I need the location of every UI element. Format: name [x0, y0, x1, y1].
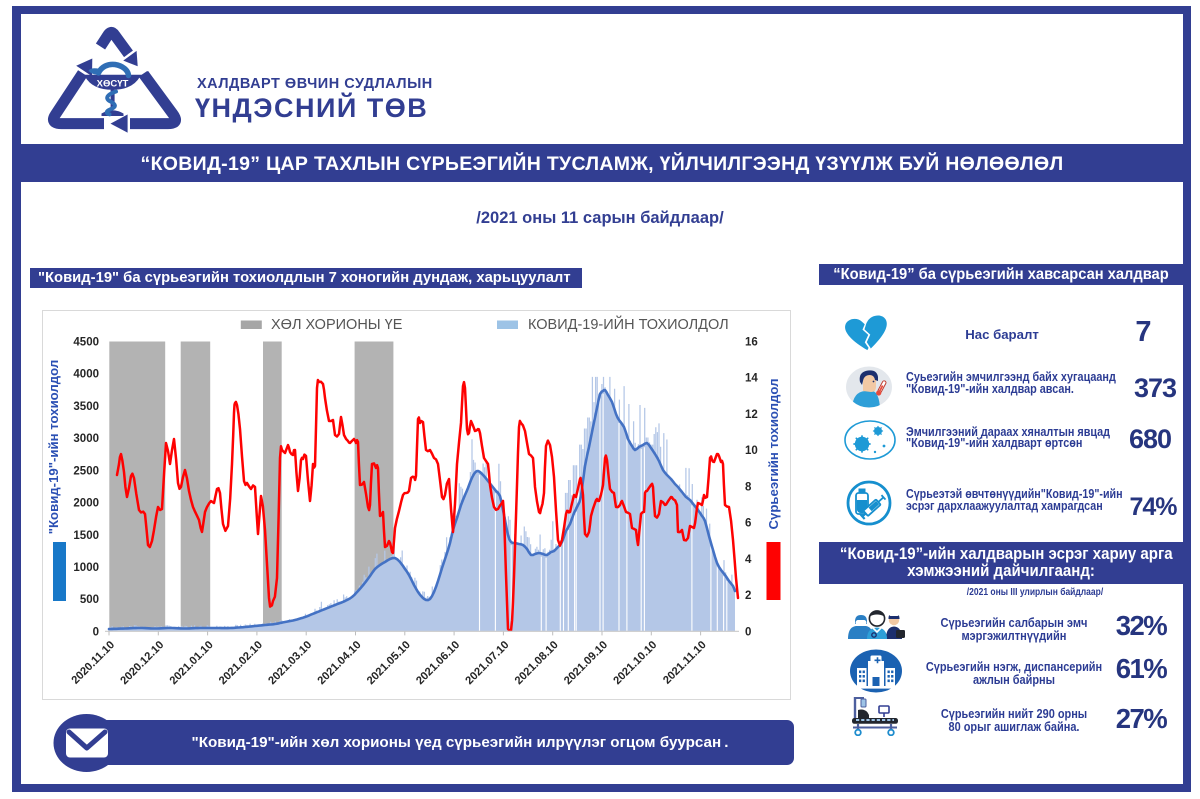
- svg-text:2021.05.10: 2021.05.10: [365, 639, 413, 687]
- svg-text:2021.11.10: 2021.11.10: [661, 639, 709, 687]
- svg-text:2021.02.10: 2021.02.10: [217, 639, 265, 687]
- svg-text:16: 16: [745, 337, 758, 349]
- svg-text:"Ковид-19"-ийн тохиолдол: "Ковид-19"-ийн тохиолдол: [46, 360, 61, 535]
- svg-text:12: 12: [745, 409, 758, 421]
- svg-text:3500: 3500: [73, 401, 99, 413]
- svg-text:10: 10: [745, 445, 758, 457]
- svg-text:4: 4: [745, 554, 752, 566]
- svg-text:2021.03.10: 2021.03.10: [266, 639, 314, 687]
- svg-text:2500: 2500: [73, 465, 99, 477]
- svg-text:6: 6: [745, 518, 751, 530]
- svg-text:2020.11.10: 2020.11.10: [69, 639, 117, 687]
- svg-text:2021.08.10: 2021.08.10: [513, 639, 561, 687]
- svg-text:14: 14: [745, 373, 758, 385]
- svg-text:1000: 1000: [73, 562, 99, 574]
- svg-text:КОВИД-19-ИЙН ТОХИОЛДОЛ: КОВИД-19-ИЙН ТОХИОЛДОЛ: [528, 315, 729, 333]
- svg-text:ХӨЛ ХОРИОНЫ ҮЕ: ХӨЛ ХОРИОНЫ ҮЕ: [271, 317, 403, 333]
- svg-text:8: 8: [745, 481, 752, 493]
- svg-text:1500: 1500: [73, 530, 99, 542]
- svg-text:ХӨСҮТ: ХӨСҮТ: [97, 79, 129, 90]
- svg-text:2021.09.10: 2021.09.10: [562, 639, 610, 687]
- svg-text:2020.12.10: 2020.12.10: [118, 639, 166, 687]
- svg-text:2021.10.10: 2021.10.10: [611, 639, 659, 687]
- svg-text:2000: 2000: [73, 498, 99, 510]
- svg-text:3000: 3000: [73, 433, 99, 445]
- svg-text:500: 500: [80, 594, 99, 606]
- svg-text:2: 2: [745, 590, 751, 602]
- svg-text:0: 0: [745, 626, 751, 638]
- svg-text:2021.04.10: 2021.04.10: [316, 639, 364, 687]
- svg-text:2021.01.10: 2021.01.10: [168, 639, 216, 687]
- svg-text:0: 0: [93, 626, 99, 638]
- svg-text:2021.07.10: 2021.07.10: [463, 639, 511, 687]
- svg-text:4500: 4500: [73, 337, 99, 349]
- svg-text:Сүрьеэгийн тохиолдол: Сүрьеэгийн тохиолдол: [766, 378, 781, 529]
- svg-text:2021.06.10: 2021.06.10: [414, 639, 462, 687]
- svg-text:4000: 4000: [73, 369, 99, 381]
